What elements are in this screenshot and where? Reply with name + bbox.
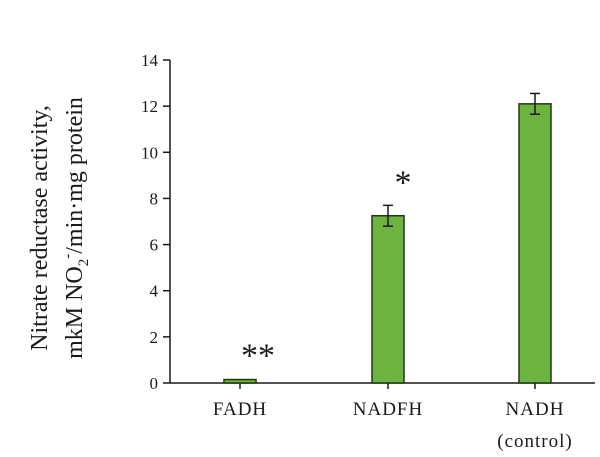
- chart-bars: [223, 92, 552, 384]
- y-tick-label: 0: [150, 374, 159, 393]
- bar-nadh: [518, 103, 552, 384]
- y-tick-label: 14: [141, 51, 159, 70]
- y-axis-title-superscript: -: [60, 254, 76, 259]
- y-axis-title-suffix: /min·mg protein: [62, 97, 88, 254]
- chart-labels: FADH ** NADFH * NADH (control): [213, 164, 572, 452]
- y-tick-label: 10: [141, 143, 158, 162]
- y-tick-label: 12: [141, 97, 158, 116]
- y-tick-label: 6: [150, 236, 159, 255]
- bar-fadh: [223, 378, 257, 384]
- x-tick-label: NADH: [506, 399, 565, 420]
- significance-mark: *: [395, 164, 412, 201]
- x-tick-label: NADFH: [353, 399, 423, 420]
- y-tick-label: 4: [150, 282, 159, 301]
- significance-mark: **: [241, 337, 275, 374]
- y-axis-title-subscript: 2: [76, 259, 92, 267]
- x-tick-label: FADH: [213, 399, 267, 420]
- y-tick-label: 8: [150, 189, 159, 208]
- y-tick-label: 2: [150, 328, 159, 347]
- y-axis-title-line1: Nitrate reductase activity,: [27, 105, 53, 351]
- x-tick-sublabel: (control): [497, 431, 572, 452]
- y-axis-title-prefix: mkM NO: [62, 266, 88, 359]
- y-axis-title-line2: mkM NO2-/min·mg protein: [60, 97, 92, 359]
- bar-nadfh: [371, 214, 405, 384]
